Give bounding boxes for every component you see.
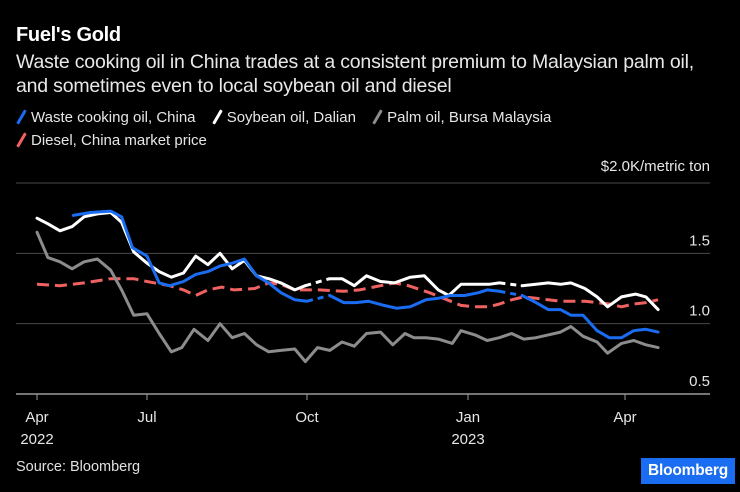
legend: Waste cooking oil, China Soybean oil, Da… [16, 106, 716, 152]
legend-item-diesel: Diesel, China market price [16, 129, 207, 152]
series-line-soybean-oil-dalian [328, 274, 501, 297]
series-line-waste-cooking-oil-china [71, 209, 309, 303]
y-tick-label: 1.0 [689, 303, 710, 320]
series-line-palm-oil-bursa-malaysia [35, 230, 660, 364]
series-line-soybean-oil-dalian [35, 211, 307, 292]
series-gap-soybean-oil-dalian [499, 281, 523, 288]
x-tick-label: Jan [456, 409, 480, 426]
chart-title: Fuel's Gold [16, 24, 121, 46]
y-tick-label: 0.5 [689, 373, 710, 390]
series-line-waste-cooking-oil-china [520, 294, 660, 340]
x-tick-year-label: 2022 [20, 431, 53, 448]
x-tick-label: Apr [613, 409, 636, 426]
legend-item-palm-oil: Palm oil, Bursa Malaysia [372, 106, 551, 129]
y-tick-label: 1.5 [689, 232, 710, 249]
source-note: Source: Bloomberg [16, 459, 141, 475]
legend-item-soybean-oil: Soybean oil, Dalian [212, 106, 356, 129]
legend-label: Diesel, China market price [31, 132, 207, 149]
legend-label: Soybean oil, Dalian [226, 109, 356, 126]
series-gap-soybean-oil-dalian [304, 277, 331, 288]
legend-label: Waste cooking oil, China [31, 109, 196, 126]
x-tick-label: Oct [295, 409, 319, 426]
legend-item-waste-cooking-oil: Waste cooking oil, China [16, 106, 196, 129]
y-axis-unit-label: $2.0K/metric ton [601, 158, 710, 175]
series-line-diesel-china-market-price [36, 277, 659, 309]
legend-label: Palm oil, Bursa Malaysia [387, 109, 552, 126]
x-tick-year-label: 2023 [451, 431, 484, 448]
x-tick-label: Jul [137, 409, 156, 426]
series-gap-waste-cooking-oil-china [306, 294, 331, 303]
series-line-waste-cooking-oil-china [328, 288, 501, 310]
series-gap-waste-cooking-oil-china [499, 289, 523, 298]
chart-subtitle: Waste cooking oil in China trades at a c… [16, 51, 695, 97]
series-line-soybean-oil-dalian [520, 281, 660, 312]
bloomberg-logo: Bloomberg [641, 458, 735, 484]
x-tick-label: Apr [25, 409, 48, 426]
